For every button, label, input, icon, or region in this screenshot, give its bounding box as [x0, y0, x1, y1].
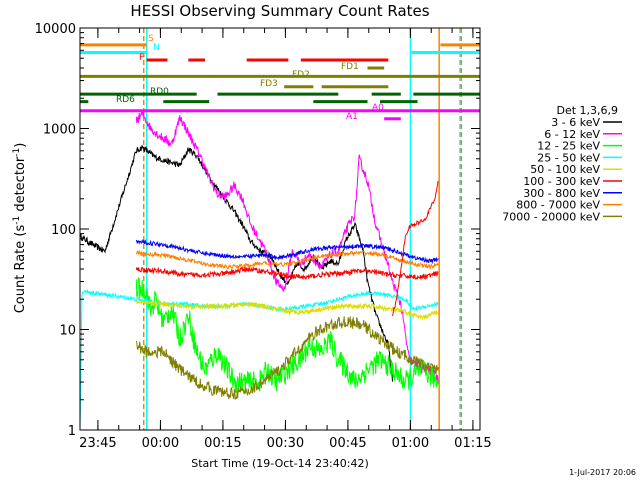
- flag-label-rd6: RD6: [116, 95, 135, 105]
- series-line-1: [80, 145, 393, 382]
- legend-label-1: 3 - 6 keV: [551, 116, 600, 129]
- series-line-6: [135, 265, 439, 281]
- plot-area: SNF FD1 FD2 FD3 RD0 RD6 A0 A1 1 10 100 1000 10000 23:…: [35, 22, 492, 451]
- y-tick-label: 1: [68, 424, 76, 439]
- x-tick-label: 01:15: [454, 436, 491, 451]
- x-tick-label: 00:15: [204, 436, 241, 451]
- chart-title: HESSI Observing Summary Count Rates: [130, 2, 429, 20]
- legend-label-8: 800 - 7000 keV: [516, 199, 600, 212]
- series-line-extra: [392, 180, 439, 317]
- data-layer: [80, 28, 480, 430]
- y-tick-label: 1000: [43, 123, 76, 138]
- series-line-2: [135, 109, 439, 384]
- y-axis-label: Count Rate (s-1 detector-1): [12, 143, 28, 314]
- x-tick-label: 01:00: [392, 436, 429, 451]
- y-axis-label-sup1: -1: [12, 216, 22, 225]
- series-line-7: [135, 238, 439, 265]
- y-axis-label-sup2: -1: [12, 148, 22, 157]
- flag-label-s: S: [148, 34, 154, 44]
- legend-label-6: 100 - 300 keV: [523, 175, 600, 188]
- legend-label-9: 7000 - 20000 keV: [502, 210, 600, 223]
- x-tick-label: 00:45: [329, 436, 366, 451]
- legend-label-5: 50 - 100 keV: [530, 163, 600, 176]
- flag-label-n: N: [153, 43, 160, 53]
- series-line-8: [135, 249, 439, 271]
- flag-label-fd2: FD2: [292, 70, 310, 80]
- legend-label-4: 25 - 50 keV: [537, 151, 600, 164]
- flag-label-a1: A1: [346, 112, 358, 122]
- series-line-3: [135, 277, 439, 394]
- flag-label-fd1: FD1: [341, 62, 359, 72]
- flag-label-a0: A0: [372, 103, 384, 113]
- flag-label-f: F: [139, 53, 144, 63]
- legend-label-2: 6 - 12 keV: [544, 128, 600, 141]
- x-tick-label: 00:30: [267, 436, 304, 451]
- x-tick-label: 00:00: [142, 436, 179, 451]
- y-tick-label: 10000: [35, 22, 76, 37]
- flag-label-fd3: FD3: [260, 79, 278, 89]
- x-tick-label: 23:45: [79, 436, 116, 451]
- series-line-5: [135, 299, 439, 321]
- series-line-9: [135, 316, 439, 401]
- x-axis-label: Start Time (19-Oct-14 23:40:42): [191, 457, 369, 470]
- y-axis-label-mid: detector: [13, 156, 28, 216]
- y-axis-label-end: ): [13, 143, 28, 148]
- legend-title: Det 1,3,6,9: [556, 104, 618, 117]
- legend-label-7: 300 - 800 keV: [523, 187, 600, 200]
- legend-label-3: 12 - 25 keV: [537, 140, 600, 153]
- y-tick-label: 100: [51, 223, 76, 238]
- flag-label-rd0: RD0: [150, 87, 169, 97]
- y-axis-label-main: Count Rate (s: [13, 225, 28, 314]
- y-tick-label: 10: [59, 324, 76, 339]
- footer-date: 1-Jul-2017 20:06: [569, 468, 636, 477]
